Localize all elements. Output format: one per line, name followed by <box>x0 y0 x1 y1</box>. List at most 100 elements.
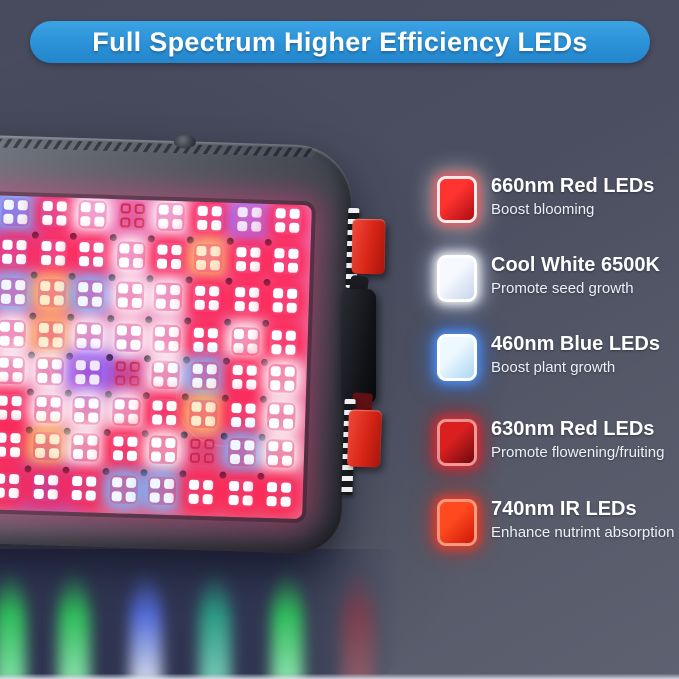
led-cluster-white <box>153 282 183 312</box>
pcb-screw-dot <box>25 425 33 434</box>
pcb-screw-dot <box>226 237 234 245</box>
led-cluster-white <box>70 432 100 462</box>
led-cluster-red <box>228 400 258 430</box>
led-cluster-red <box>271 246 301 275</box>
led-cluster-white <box>111 397 141 427</box>
pcb-screw-dot <box>63 427 71 435</box>
pcb-screw-dot <box>102 467 110 475</box>
led-cluster-red <box>195 203 224 233</box>
pcb-screw-dot <box>68 272 76 280</box>
pcb-screw-dot <box>146 275 154 283</box>
led-cluster-red <box>0 393 24 423</box>
legend-subtitle: Promote flowening/fruiting <box>491 444 665 461</box>
legend-title: 740nm IR LEDs <box>491 498 637 520</box>
led-cluster-white <box>265 439 295 468</box>
blue-460-led-icon <box>437 334 477 381</box>
led-cluster-white <box>152 324 182 354</box>
led-cluster-red <box>233 244 263 274</box>
legend-item-740nm: 740nm IR LEDs Enhance nutrimt absorption <box>437 498 677 546</box>
pcb-screw-dot <box>24 464 32 473</box>
pcb-screw-dot <box>29 312 37 320</box>
pcb-screw-dot <box>224 318 232 326</box>
led-cluster-white <box>231 326 261 356</box>
legend-item-460nm: 460nm Blue LEDs Boost plant growth <box>437 333 677 381</box>
pcb-screw-dot <box>262 319 270 328</box>
led-cluster-red <box>38 238 68 268</box>
led-cluster-blue <box>147 476 177 506</box>
pcb-screw-dot <box>179 469 187 478</box>
legend-item-cool-white: Cool White 6500K Promote seed growth <box>437 254 677 302</box>
pcb-screw-dot <box>107 314 115 323</box>
title-banner: Full Spectrum Higher Efficiency LEDs <box>30 21 650 63</box>
legend-subtitle: Boost blooming <box>491 201 595 218</box>
led-cluster-white <box>151 360 180 390</box>
led-cluster-white <box>114 323 144 353</box>
mounting-clip-bottom <box>347 409 382 468</box>
legend-title: 460nm Blue LEDs <box>491 333 660 355</box>
cool-white-led-icon <box>437 255 477 302</box>
pcb-screw-dot <box>108 273 116 282</box>
led-cluster-white <box>74 321 104 351</box>
led-cluster-red <box>269 328 299 357</box>
led-cluster-blue <box>227 437 257 467</box>
led-grow-light-panel <box>0 134 354 555</box>
led-cluster-blue <box>109 475 139 505</box>
led-cluster-red <box>76 240 106 269</box>
led-cluster-red <box>40 198 69 228</box>
led-cluster-amber <box>37 278 67 308</box>
led-cluster-red <box>0 237 29 267</box>
pcb-screw-dot <box>143 355 152 363</box>
led-cluster-white <box>0 319 27 349</box>
legend-item-660nm: 660nm Red LEDs Boost blooming <box>437 175 677 223</box>
pcb-screw-dot <box>104 390 113 399</box>
led-cluster-red <box>230 362 259 392</box>
led-cluster-blue <box>0 277 28 307</box>
pcb-screw-dot <box>64 389 73 397</box>
pcb-screw-dot <box>219 471 227 479</box>
pcb-screw-dot <box>147 235 155 243</box>
led-cluster-white <box>35 356 65 386</box>
pcb-screw-dot <box>141 429 149 437</box>
led-cluster-white <box>0 355 26 385</box>
led-cluster-red <box>154 242 184 272</box>
pcb-screw-dot <box>67 313 75 321</box>
red-630-led-icon <box>437 419 477 466</box>
led-cluster-blue <box>190 361 219 391</box>
led-cluster-white <box>78 200 107 229</box>
pcb-screw-dot <box>184 317 192 325</box>
legend-title: 630nm Red LEDs <box>491 418 655 440</box>
pcb-screw-dot <box>30 271 38 279</box>
legend-subtitle: Boost plant growth <box>491 359 616 376</box>
pcb-screw-dot <box>263 278 271 287</box>
led-cluster-white <box>33 394 63 424</box>
pcb-screw-dot <box>180 430 188 439</box>
legend-subtitle: Promote seed growth <box>491 280 634 297</box>
pcb-screw-dot <box>225 277 233 285</box>
pcb-screw-dot <box>62 466 70 474</box>
led-cluster-red <box>0 471 22 501</box>
pcb-screw-dot <box>258 433 266 441</box>
pcb-screw-dot <box>257 472 265 480</box>
red-660-led-icon <box>437 176 477 223</box>
led-cluster-red <box>31 472 61 502</box>
led-cluster-red <box>226 478 256 508</box>
led-cluster-red <box>192 283 222 313</box>
led-cluster-amber <box>193 243 223 273</box>
pcb-screw-dot <box>220 432 228 440</box>
legend-item-630nm: 630nm Red LEDs Promote flowening/fruitin… <box>437 418 677 466</box>
led-cluster-red <box>264 480 294 509</box>
led-cluster-white <box>156 202 185 232</box>
led-cluster-blue <box>1 197 31 227</box>
pcb-screw-dot <box>260 358 269 367</box>
led-cluster-red <box>149 398 179 428</box>
led-cluster-dim <box>118 201 147 231</box>
led-cluster-white <box>266 402 296 431</box>
led-cluster-red <box>69 473 99 503</box>
led-cluster-red <box>186 477 216 507</box>
led-cluster-red <box>110 434 140 464</box>
led-cluster-red <box>273 206 302 236</box>
pcb-screw-dot <box>140 468 148 476</box>
led-cluster-red <box>232 284 262 314</box>
led-cluster-white <box>148 435 178 465</box>
